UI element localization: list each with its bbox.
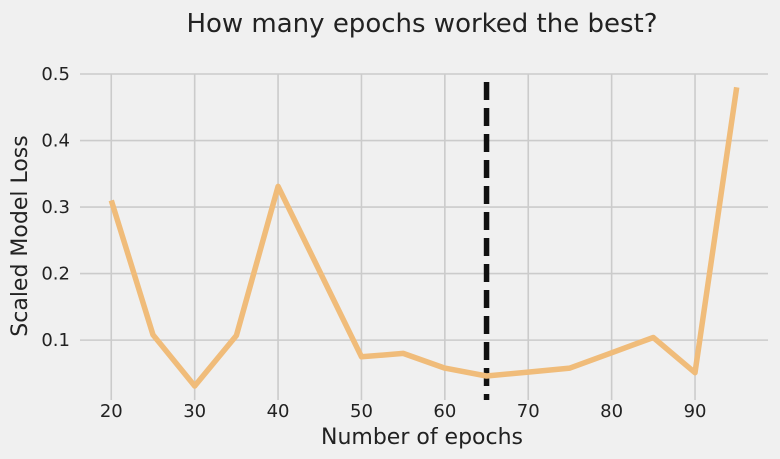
x-tick-label: 90 (684, 401, 707, 422)
grid (80, 73, 768, 400)
y-tick-label: 0.3 (41, 197, 70, 218)
x-tick-label: 20 (100, 401, 123, 422)
y-tick-label: 0.4 (41, 131, 70, 152)
x-axis-label: Number of epochs (321, 425, 523, 450)
y-tick-label: 0.1 (41, 330, 70, 351)
y-axis-label: Scaled Model Loss (8, 135, 33, 336)
x-tick-labels: 20 30 40 50 60 70 80 90 (100, 401, 707, 422)
chart-title: How many epochs worked the best? (186, 9, 657, 39)
loss-series-line (108, 86, 740, 389)
x-tick-label: 40 (267, 401, 290, 422)
y-tick-labels: 0.1 0.2 0.3 0.4 0.5 (41, 64, 70, 351)
y-tick-label: 0.5 (41, 64, 70, 85)
x-tick-label: 80 (600, 401, 623, 422)
series-layer (108, 86, 740, 389)
x-tick-label: 60 (433, 401, 456, 422)
x-tick-label: 50 (350, 401, 373, 422)
y-tick-label: 0.2 (41, 264, 70, 285)
x-tick-label: 70 (517, 401, 540, 422)
x-tick-label: 30 (183, 401, 206, 422)
